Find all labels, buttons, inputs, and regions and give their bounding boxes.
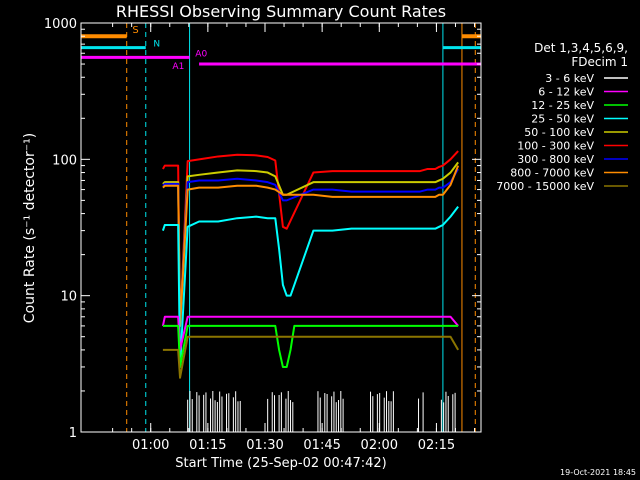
series-line-50-100keV [162, 161, 459, 327]
series-line-800-7000keV [162, 165, 460, 327]
x-tick-label: 01:15 [189, 438, 226, 453]
legend-label: 25 - 50 keV [531, 113, 594, 126]
legend-label: 3 - 6 keV [545, 72, 594, 85]
series-line-100-300keV [162, 150, 459, 327]
series-line-7000-15000keV [162, 335, 460, 379]
y-tick-label: 1 [69, 426, 77, 441]
plot-frame [80, 22, 482, 433]
legend-label: 300 - 800 keV [517, 153, 594, 166]
flag-overlays: S N A0 A1 [80, 23, 481, 432]
y-tick-label: 100 [52, 153, 77, 168]
legend-header-line-2: FDecim 1 [571, 55, 628, 69]
attenuator-a0-label: A0 [195, 49, 207, 59]
axes: 1 10 100 1000 01:00 01:15 01:30 01:45 02:00 02:15 [44, 17, 482, 453]
series-line-25-50keV [161, 206, 459, 368]
x-axis-label: Start Time (25-Sep-02 00:47:42) [175, 456, 386, 471]
footer-date: 19-Oct-2021 18:45 [560, 468, 636, 477]
y-tick-label: 1000 [44, 17, 77, 32]
legend-label: 100 - 300 keV [517, 140, 594, 153]
legend-label: 6 - 12 keV [538, 86, 594, 99]
y-tick-label: 10 [60, 290, 77, 305]
y-axis-label: Count Rate (s⁻¹ detector⁻¹) [22, 133, 38, 323]
x-tick-label: 02:15 [418, 438, 455, 453]
saa-flag-label: S [132, 25, 138, 36]
night-flag-label: N [153, 40, 160, 50]
legend-label: 800 - 7000 keV [510, 167, 594, 180]
noise-spikes [187, 390, 456, 432]
series-layer [161, 150, 460, 432]
x-tick-label: 01:30 [246, 438, 283, 453]
attenuator-a1-label: A1 [172, 62, 184, 72]
legend-label: 7000 - 15000 keV [496, 180, 594, 193]
x-tick-label: 02:00 [361, 438, 398, 453]
series-line-12-25keV [162, 324, 459, 368]
x-tick-label: 01:00 [132, 438, 169, 453]
x-tick-label: 01:45 [303, 438, 340, 453]
legend-label: 12 - 25 keV [531, 99, 594, 112]
legend-header-line-1: Det 1,3,4,5,6,9, [534, 41, 628, 55]
chart-title: RHESSI Observing Summary Count Rates [116, 2, 446, 21]
legend-label: 50 - 100 keV [524, 126, 594, 139]
